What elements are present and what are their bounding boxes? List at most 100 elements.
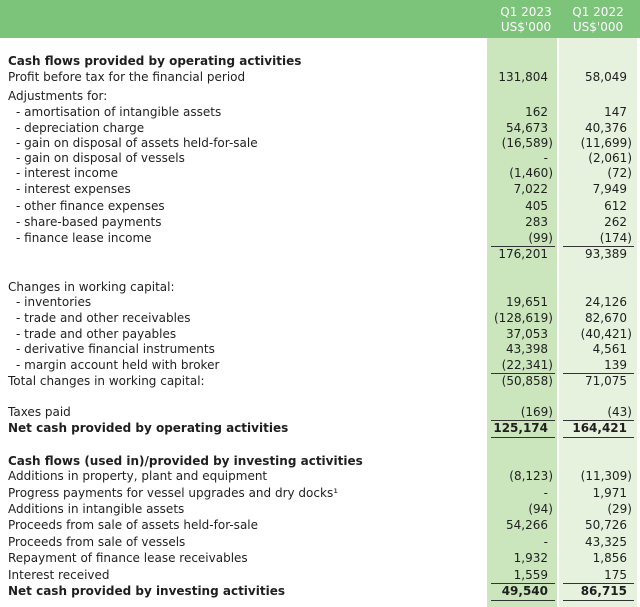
row-value: 71,075 (585, 374, 627, 388)
row-label: Proceeds from sale of assets held-for-sa… (8, 518, 259, 532)
row-label: Cash flows (used in)/provided by investi… (8, 454, 363, 468)
row-value: 49,540 (501, 584, 548, 598)
row-value: 176,201 (498, 247, 548, 261)
row-value: 40,376 (585, 121, 627, 135)
rule (563, 420, 634, 421)
row-value: 405 (525, 199, 548, 213)
row-value: 7,022 (513, 182, 548, 196)
row-value: - (543, 535, 548, 549)
row-label: - interest income (16, 166, 118, 180)
row-label: - trade and other receivables (16, 311, 191, 325)
row-value: 125,174 (493, 421, 548, 435)
row-value: 58,049 (585, 70, 627, 84)
row-value: 82,670 (585, 311, 627, 325)
row-value: 164,421 (572, 421, 627, 435)
row-value: 43,398 (506, 342, 548, 356)
row-value: (22,341) (501, 358, 553, 372)
column-unit: US$'000 (572, 20, 624, 34)
row-value: 19,651 (506, 295, 548, 309)
row-value: (8,123) (509, 469, 553, 483)
rule (491, 373, 555, 374)
row-value: 1,971 (592, 486, 627, 500)
row-label: - gain on disposal of vessels (16, 151, 185, 165)
row-label: Additions in intangible assets (8, 502, 185, 516)
row-value: (11,309) (580, 469, 632, 483)
row-label: - trade and other payables (16, 327, 177, 341)
row-value: 7,949 (592, 182, 627, 196)
row-value: 4,561 (592, 342, 627, 356)
row-value: 54,673 (506, 121, 548, 135)
rule (491, 420, 555, 421)
row-value: 1,856 (592, 551, 627, 565)
row-value: 24,126 (585, 295, 627, 309)
row-label: Profit before tax for the financial peri… (8, 70, 246, 84)
row-value: 37,053 (506, 327, 548, 341)
row-label: Changes in working capital: (8, 280, 175, 294)
row-value: (169) (520, 405, 553, 419)
row-value: (16,589) (501, 136, 553, 150)
row-value: 131,804 (498, 70, 548, 84)
row-value: 147 (604, 105, 627, 119)
row-value: (94) (528, 502, 553, 516)
rule (491, 437, 555, 438)
row-value: 43,325 (585, 535, 627, 549)
row-value: 54,266 (506, 518, 548, 532)
row-value: (43) (607, 405, 632, 419)
row-value: 175 (604, 568, 627, 582)
row-value: 612 (604, 199, 627, 213)
rule (563, 246, 634, 247)
row-label: - interest expenses (16, 182, 131, 196)
row-label: - other finance expenses (16, 199, 165, 213)
column-shade (559, 38, 637, 607)
row-value: (40,421) (580, 327, 632, 341)
row-label: Progress payments for vessel upgrades an… (8, 486, 338, 500)
row-label: Adjustments for: (8, 89, 108, 103)
row-label: Interest received (8, 568, 110, 582)
row-label: Repayment of finance lease receivables (8, 551, 248, 565)
rule (563, 583, 634, 584)
row-value: 50,726 (585, 518, 627, 532)
row-label: - inventories (16, 295, 92, 309)
row-label: Taxes paid (8, 405, 71, 419)
row-label: - gain on disposal of assets held-for-sa… (16, 136, 258, 150)
row-label: - amortisation of intangible assets (16, 105, 222, 119)
row-value: (128,619) (494, 311, 553, 325)
row-value: - (543, 486, 548, 500)
row-value: (50,858) (501, 374, 553, 388)
row-label: Cash flows provided by operating activit… (8, 54, 302, 68)
row-label: Proceeds from sale of vessels (8, 535, 186, 549)
row-value: 86,715 (580, 584, 627, 598)
rule (563, 437, 634, 438)
row-value: 139 (604, 358, 627, 372)
row-label: Additions in property, plant and equipme… (8, 469, 268, 483)
row-value: (99) (528, 231, 553, 245)
row-value: (1,460) (509, 166, 553, 180)
rule (563, 600, 634, 601)
header-bar (0, 0, 640, 38)
row-value: (29) (607, 502, 632, 516)
column-unit: US$'000 (500, 20, 552, 34)
row-value: - (543, 151, 548, 165)
row-label: - derivative financial instruments (16, 342, 215, 356)
row-value: 262 (604, 215, 627, 229)
rule (491, 583, 555, 584)
row-value: 93,389 (585, 247, 627, 261)
rule (563, 373, 634, 374)
rule (491, 246, 555, 247)
row-label: - depreciation charge (16, 121, 145, 135)
row-label: - finance lease income (16, 231, 152, 245)
row-value: 1,932 (513, 551, 548, 565)
row-value: 283 (525, 215, 548, 229)
row-value: 1,559 (513, 568, 548, 582)
row-label: Total changes in working capital: (8, 374, 205, 388)
row-value: 162 (525, 105, 548, 119)
rule (491, 600, 555, 601)
row-label: - share-based payments (16, 215, 162, 229)
row-value: (174) (599, 231, 632, 245)
row-label: Net cash provided by investing activitie… (8, 584, 285, 598)
row-label: - margin account held with broker (16, 358, 220, 372)
column-shade (487, 38, 557, 607)
row-label: Net cash provided by operating activitie… (8, 421, 289, 435)
row-value: (72) (607, 166, 632, 180)
